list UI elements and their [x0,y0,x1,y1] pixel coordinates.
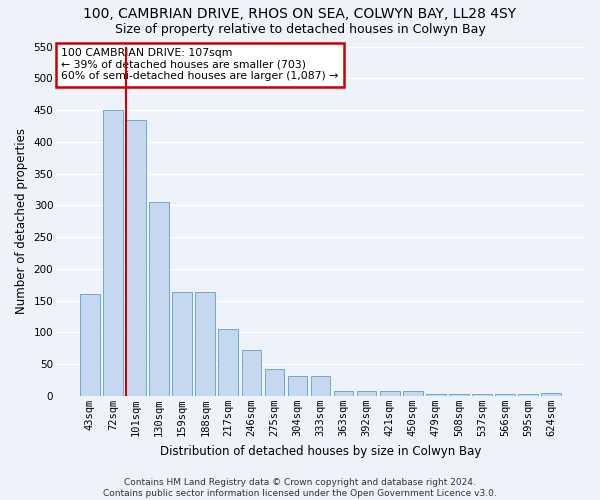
Bar [126,120,146,396]
Y-axis label: Number of detached properties: Number of detached properties [15,128,28,314]
Bar [172,292,192,396]
Bar [196,292,215,396]
Text: 100, CAMBRIAN DRIVE, RHOS ON SEA, COLWYN BAY, LL28 4SY: 100, CAMBRIAN DRIVE, RHOS ON SEA, COLWYN… [83,8,517,22]
Text: Size of property relative to detached houses in Colwyn Bay: Size of property relative to detached ho… [115,22,485,36]
Bar [472,394,492,396]
Bar [334,391,353,396]
Bar [357,391,376,396]
Text: Contains HM Land Registry data © Crown copyright and database right 2024.
Contai: Contains HM Land Registry data © Crown c… [103,478,497,498]
Bar [218,329,238,396]
Bar [242,350,261,396]
Bar [311,376,331,396]
Bar [380,392,400,396]
Bar [287,376,307,396]
Bar [449,394,469,396]
Bar [80,294,100,396]
Bar [103,110,123,396]
Bar [518,394,538,396]
Bar [149,202,169,396]
Bar [426,394,446,396]
Bar [265,368,284,396]
X-axis label: Distribution of detached houses by size in Colwyn Bay: Distribution of detached houses by size … [160,444,481,458]
Bar [495,394,515,396]
Bar [541,394,561,396]
Bar [403,392,422,396]
Text: 100 CAMBRIAN DRIVE: 107sqm
← 39% of detached houses are smaller (703)
60% of sem: 100 CAMBRIAN DRIVE: 107sqm ← 39% of deta… [61,48,339,82]
